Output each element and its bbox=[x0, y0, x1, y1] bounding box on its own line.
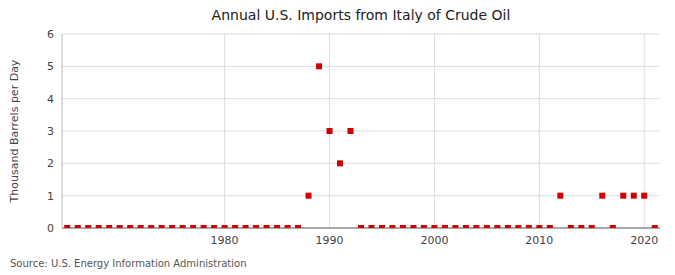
point bbox=[316, 63, 322, 69]
y-tick-label: 6 bbox=[47, 28, 54, 41]
point bbox=[138, 225, 144, 228]
point bbox=[431, 225, 437, 228]
x-tick-label: 1980 bbox=[211, 234, 239, 247]
grid-line bbox=[62, 34, 660, 35]
point bbox=[358, 225, 364, 228]
title: Annual U.S. Imports from Italy of Crude … bbox=[212, 7, 511, 23]
point bbox=[253, 225, 259, 228]
point bbox=[442, 225, 448, 228]
point bbox=[243, 225, 249, 228]
point bbox=[536, 225, 542, 228]
points bbox=[64, 63, 658, 228]
point bbox=[652, 225, 658, 228]
point bbox=[180, 225, 186, 228]
point bbox=[348, 128, 354, 134]
point bbox=[610, 225, 616, 228]
point bbox=[201, 225, 207, 228]
grid bbox=[62, 34, 660, 228]
point bbox=[85, 225, 91, 228]
point bbox=[274, 225, 280, 228]
point bbox=[148, 225, 154, 228]
grid-line bbox=[62, 66, 660, 67]
grid-line bbox=[62, 163, 660, 164]
point bbox=[117, 225, 123, 228]
point bbox=[211, 225, 217, 228]
point bbox=[578, 225, 584, 228]
point bbox=[389, 225, 395, 228]
grid-line bbox=[62, 98, 660, 99]
point bbox=[190, 225, 196, 228]
point bbox=[526, 225, 532, 228]
grid-line bbox=[434, 34, 435, 228]
point bbox=[96, 225, 102, 228]
point bbox=[127, 225, 133, 228]
point bbox=[568, 225, 574, 228]
x-tick-label: 2020 bbox=[630, 234, 658, 247]
point bbox=[515, 225, 521, 228]
grid-line bbox=[62, 195, 660, 196]
point bbox=[547, 225, 553, 228]
point bbox=[557, 193, 563, 199]
y-tick-label: 1 bbox=[47, 190, 54, 203]
grid-line bbox=[539, 34, 540, 228]
point bbox=[421, 225, 427, 228]
y-axis-label: Thousand Barrels per Day bbox=[8, 59, 21, 203]
x-tick-label: 1990 bbox=[316, 234, 344, 247]
point bbox=[452, 225, 458, 228]
x-tick-label: 2010 bbox=[525, 234, 553, 247]
point bbox=[159, 225, 165, 228]
point bbox=[379, 225, 385, 228]
point bbox=[106, 225, 112, 228]
point bbox=[232, 225, 238, 228]
point bbox=[484, 225, 490, 228]
x-tick-label: 2000 bbox=[420, 234, 448, 247]
point bbox=[169, 225, 175, 228]
y-tick-label: 5 bbox=[47, 60, 54, 73]
point bbox=[473, 225, 479, 228]
point bbox=[64, 225, 70, 228]
point bbox=[75, 225, 81, 228]
grid-line bbox=[62, 131, 660, 132]
point bbox=[285, 225, 291, 228]
point bbox=[463, 225, 469, 228]
grid-line bbox=[224, 34, 225, 228]
point bbox=[306, 193, 312, 199]
point bbox=[494, 225, 500, 228]
point bbox=[410, 225, 416, 228]
point bbox=[222, 225, 228, 228]
point bbox=[337, 160, 343, 166]
y-tick-label: 3 bbox=[47, 125, 54, 138]
point bbox=[295, 225, 301, 228]
point bbox=[327, 128, 333, 134]
chart: Annual U.S. Imports from Italy of Crude … bbox=[0, 0, 675, 275]
point bbox=[589, 225, 595, 228]
annotation: Source: U.S. Energy Information Administ… bbox=[10, 258, 247, 269]
y-tick-label: 2 bbox=[47, 157, 54, 170]
point bbox=[505, 225, 511, 228]
y-tick-label: 4 bbox=[47, 93, 54, 106]
point bbox=[400, 225, 406, 228]
grid-line bbox=[644, 34, 645, 228]
y-axis-line bbox=[62, 34, 63, 228]
point bbox=[264, 225, 270, 228]
point bbox=[631, 193, 637, 199]
point bbox=[599, 193, 605, 199]
point bbox=[641, 193, 647, 199]
point bbox=[620, 193, 626, 199]
point bbox=[368, 225, 374, 228]
y-tick-label: 0 bbox=[47, 222, 54, 235]
